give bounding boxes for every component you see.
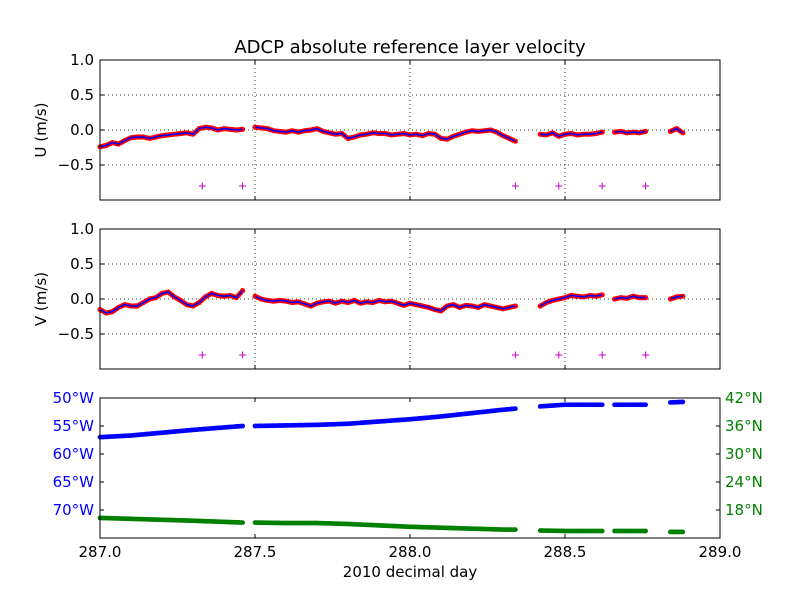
position-frame xyxy=(99,397,721,539)
lat-point-0-78 xyxy=(240,520,246,525)
p-xtick-label-2: 288.0 xyxy=(389,543,432,561)
v-ytick-label-1: 0.0 xyxy=(70,290,94,308)
lon-point-3-17 xyxy=(643,402,648,408)
v-point-2-30 xyxy=(599,292,605,298)
u-point-2-30 xyxy=(599,129,605,135)
lat-point-1-143 xyxy=(513,527,518,532)
p-xtick-label-0: 287.0 xyxy=(79,543,122,561)
v-line-4 xyxy=(670,295,683,300)
p-xtick-label-1: 287.5 xyxy=(234,543,277,561)
u-markers xyxy=(198,182,650,190)
lat-tick-label-2: 30°N xyxy=(725,445,763,463)
u-marker-4 xyxy=(598,182,606,190)
lon-point-4-7 xyxy=(680,399,686,405)
lon-tick-label-1: 55°W xyxy=(53,417,95,435)
u-line-3 xyxy=(614,130,646,134)
v-ticks: −0.5 0.0 0.5 1.0 xyxy=(58,220,721,369)
v-ytick-label-2: 0.5 xyxy=(70,255,94,273)
v-ytick-label-0: −0.5 xyxy=(58,325,94,343)
position-data xyxy=(97,399,686,535)
lat-tick-label-3: 24°N xyxy=(725,473,763,491)
v-line-0 xyxy=(99,290,244,314)
u-frame xyxy=(99,59,721,201)
u-marker-1 xyxy=(239,182,247,190)
v-marker-1 xyxy=(239,351,247,359)
v-marker-5 xyxy=(642,351,650,359)
lat-tick-label-0: 42°N xyxy=(725,389,763,407)
u-marker-3 xyxy=(555,182,563,190)
v-point-4-6 xyxy=(680,293,686,299)
lon-tick-label-3: 65°W xyxy=(53,473,95,491)
u-line-0 xyxy=(99,126,243,148)
u-data xyxy=(97,124,686,150)
u-line-4 xyxy=(670,127,684,134)
v-frame xyxy=(99,228,721,370)
v-marker-4 xyxy=(598,351,606,359)
lat-point-4-7 xyxy=(680,529,686,535)
x-axis-label: 2010 decimal day xyxy=(343,563,478,581)
u-marker-5 xyxy=(642,182,650,190)
u-marker-0 xyxy=(198,182,206,190)
lon-tick-label-0: 50°W xyxy=(53,389,95,407)
u-panel: −0.5 0.0 0.5 1.0 U (m/s) xyxy=(32,51,721,201)
u-ytick-label-0: −0.5 xyxy=(58,156,94,174)
lat-tick-label-1: 36°N xyxy=(725,417,763,435)
p-xtick-label-4: 289.0 xyxy=(699,543,742,561)
lon-tick-label-2: 60°W xyxy=(53,445,95,463)
v-markers xyxy=(198,351,650,359)
u-ylabel: U (m/s) xyxy=(32,103,50,158)
u-ytick-label-1: 0.0 xyxy=(70,121,94,139)
v-marker-0 xyxy=(198,351,206,359)
lon-point-0-78 xyxy=(240,423,246,429)
p-xtick-label-3: 288.5 xyxy=(544,543,587,561)
u-line-1 xyxy=(254,126,516,142)
v-marker-2 xyxy=(511,351,519,359)
v-ylabel: V (m/s) xyxy=(32,272,50,326)
chart-title: ADCP absolute reference layer velocity xyxy=(234,37,586,58)
u-ytick-label-3: 1.0 xyxy=(70,51,94,69)
lon-point-2-33 xyxy=(599,402,605,408)
lat-tick-label-4: 18°N xyxy=(725,501,763,519)
lat-point-2-33 xyxy=(599,528,605,534)
v-line-3 xyxy=(614,295,646,300)
lat-point-3-17 xyxy=(643,528,648,534)
lon-tick-label-4: 70°W xyxy=(53,501,95,519)
position-panel: 287.0 287.5 288.0 288.5 289.0 50°W 55°W 60°W 65°… xyxy=(53,389,763,581)
v-data xyxy=(97,288,686,316)
position-ticks: 287.0 287.5 288.0 288.5 289.0 50°W 55°W 60°W 65°… xyxy=(53,389,763,561)
u-line-2 xyxy=(540,131,603,138)
v-line-1 xyxy=(254,295,516,312)
v-line-2 xyxy=(539,294,603,307)
v-panel: −0.5 0.0 0.5 1.0 V (m/s) xyxy=(32,220,721,370)
u-marker-2 xyxy=(511,182,519,190)
lon-point-1-143 xyxy=(513,406,518,412)
v-ytick-label-3: 1.0 xyxy=(70,220,94,238)
u-ytick-label-2: 0.5 xyxy=(70,86,94,104)
v-marker-3 xyxy=(555,351,563,359)
